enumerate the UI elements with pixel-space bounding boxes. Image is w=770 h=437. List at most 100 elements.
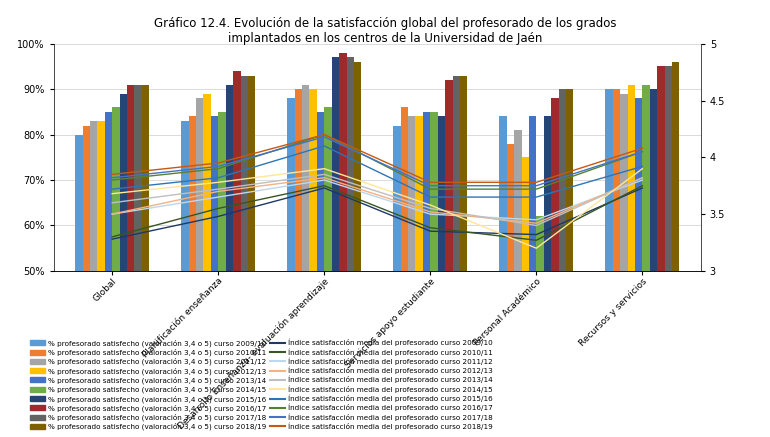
Bar — [635, 98, 642, 437]
Line: Índice satisfacción media del profesorado curso 2015/16: Índice satisfacción media del profesorad… — [112, 146, 642, 197]
Bar — [551, 98, 558, 437]
Índice satisfacción media del profesorado curso 2016/17 — [108, 177, 117, 183]
Bar — [423, 112, 430, 437]
Bar — [324, 108, 332, 437]
Bar — [135, 85, 142, 437]
Line: Índice satisfacción media del profesorado curso 2011/12: Índice satisfacción media del profesorad… — [112, 180, 642, 220]
Índice satisfacción media del profesorado curso 2018/19 — [320, 132, 329, 137]
Bar — [453, 76, 460, 437]
Índice satisfacción media del profesorado curso 2010/11 — [532, 238, 541, 243]
Bar — [196, 98, 203, 437]
Bar — [529, 116, 537, 437]
Bar — [287, 98, 295, 437]
Bar — [248, 76, 256, 437]
Bar — [460, 76, 467, 437]
Bar — [605, 89, 613, 437]
Índice satisfacción media del profesorado curso 2014/15 — [638, 166, 647, 171]
Bar — [408, 116, 416, 437]
Text: Gráfico 12.4. Evolución de la satisfacción global del profesorado de los grados
: Gráfico 12.4. Evolución de la satisfacci… — [154, 17, 616, 45]
Bar — [628, 85, 635, 437]
Índice satisfacción media del profesorado curso 2009/10 — [426, 229, 435, 234]
Índice satisfacción media del profesorado curso 2015/16 — [320, 143, 329, 149]
Line: Índice satisfacción media del profesorado curso 2017/18: Índice satisfacción media del profesorad… — [112, 137, 642, 186]
Line: Índice satisfacción media del profesorado curso 2013/14: Índice satisfacción media del profesorad… — [112, 174, 642, 225]
Bar — [112, 108, 119, 437]
Índice satisfacción media del profesorado curso 2014/15 — [532, 246, 541, 251]
Índice satisfacción media del profesorado curso 2017/18 — [426, 183, 435, 188]
Índice satisfacción media del profesorado curso 2012/13 — [532, 221, 541, 226]
Bar — [445, 80, 453, 437]
Índice satisfacción media del profesorado curso 2017/18 — [108, 175, 117, 180]
Bar — [317, 112, 324, 437]
Bar — [613, 89, 620, 437]
Índice satisfacción media del profesorado curso 2011/12 — [426, 212, 435, 217]
Índice satisfacción media del profesorado curso 2009/10 — [108, 236, 117, 242]
Bar — [97, 121, 105, 437]
Índice satisfacción media del profesorado curso 2013/14 — [532, 223, 541, 228]
Índice satisfacción media del profesorado curso 2013/14 — [638, 175, 647, 180]
Índice satisfacción media del profesorado curso 2015/16 — [638, 164, 647, 169]
Índice satisfacción media del profesorado curso 2018/19 — [213, 160, 223, 166]
Índice satisfacción media del profesorado curso 2011/12 — [213, 194, 223, 200]
Bar — [620, 94, 628, 437]
Índice satisfacción media del profesorado curso 2011/12 — [638, 177, 647, 183]
Índice satisfacción media del profesorado curso 2016/17 — [532, 187, 541, 192]
Índice satisfacción media del profesorado curso 2014/15 — [213, 180, 223, 185]
Bar — [430, 112, 437, 437]
Índice satisfacción media del profesorado curso 2017/18 — [532, 183, 541, 188]
Bar — [240, 76, 248, 437]
Line: Índice satisfacción media del profesorado curso 2010/11: Índice satisfacción media del profesorad… — [112, 186, 642, 240]
Bar — [507, 144, 514, 437]
Índice satisfacción media del profesorado curso 2010/11 — [638, 183, 647, 188]
Bar — [233, 71, 240, 437]
Line: Índice satisfacción media del profesorado curso 2018/19: Índice satisfacción media del profesorad… — [112, 135, 642, 182]
Índice satisfacción media del profesorado curso 2014/15 — [426, 202, 435, 208]
Índice satisfacción media del profesorado curso 2011/12 — [320, 177, 329, 183]
Bar — [75, 135, 82, 437]
Line: Índice satisfacción media del profesorado curso 2009/10: Índice satisfacción media del profesorad… — [112, 188, 642, 239]
Índice satisfacción media del profesorado curso 2016/17 — [426, 187, 435, 192]
Bar — [105, 112, 112, 437]
Bar — [558, 89, 566, 437]
Bar — [665, 66, 672, 437]
Índice satisfacción media del profesorado curso 2012/13 — [320, 175, 329, 180]
Bar — [514, 130, 521, 437]
Bar — [302, 85, 310, 437]
Índice satisfacción media del profesorado curso 2018/19 — [532, 180, 541, 185]
Índice satisfacción media del profesorado curso 2015/16 — [532, 194, 541, 200]
Bar — [142, 85, 149, 437]
Bar — [566, 89, 574, 437]
Índice satisfacción media del profesorado curso 2015/16 — [108, 187, 117, 192]
Bar — [127, 85, 135, 437]
Índice satisfacción media del profesorado curso 2009/10 — [638, 185, 647, 191]
Índice satisfacción media del profesorado curso 2010/11 — [320, 183, 329, 188]
Índice satisfacción media del profesorado curso 2011/12 — [532, 217, 541, 222]
Índice satisfacción media del profesorado curso 2009/10 — [213, 214, 223, 219]
Line: Índice satisfacción media del profesorado curso 2016/17: Índice satisfacción media del profesorad… — [112, 135, 642, 189]
Índice satisfacción media del profesorado curso 2010/11 — [108, 234, 117, 239]
Índice satisfacción media del profesorado curso 2009/10 — [532, 232, 541, 237]
Índice satisfacción media del profesorado curso 2014/15 — [108, 191, 117, 196]
Line: Índice satisfacción media del profesorado curso 2012/13: Índice satisfacción media del profesorad… — [112, 178, 642, 223]
Bar — [295, 89, 302, 437]
Bar — [211, 116, 218, 437]
Bar — [521, 157, 529, 437]
Índice satisfacción media del profesorado curso 2012/13 — [213, 189, 223, 194]
Índice satisfacción media del profesorado curso 2012/13 — [108, 212, 117, 217]
Índice satisfacción media del profesorado curso 2010/11 — [426, 225, 435, 230]
Line: Índice satisfacción media del profesorado curso 2014/15: Índice satisfacción media del profesorad… — [112, 169, 642, 248]
Índice satisfacción media del profesorado curso 2013/14 — [213, 187, 223, 192]
Bar — [218, 112, 226, 437]
Índice satisfacción media del profesorado curso 2015/16 — [213, 175, 223, 180]
Bar — [416, 116, 423, 437]
Bar — [437, 116, 445, 437]
Índice satisfacción media del profesorado curso 2016/17 — [213, 166, 223, 171]
Índice satisfacción media del profesorado curso 2010/11 — [213, 206, 223, 211]
Bar — [90, 121, 97, 437]
Legend: % profesorado satisfecho (valoración 3,4 o 5) curso 2009/10, % profesorado satis: % profesorado satisfecho (valoración 3,4… — [27, 336, 495, 434]
Bar — [499, 116, 507, 437]
Bar — [189, 116, 196, 437]
Bar — [672, 62, 679, 437]
Índice satisfacción media del profesorado curso 2015/16 — [426, 194, 435, 200]
Índice satisfacción media del profesorado curso 2013/14 — [108, 200, 117, 205]
